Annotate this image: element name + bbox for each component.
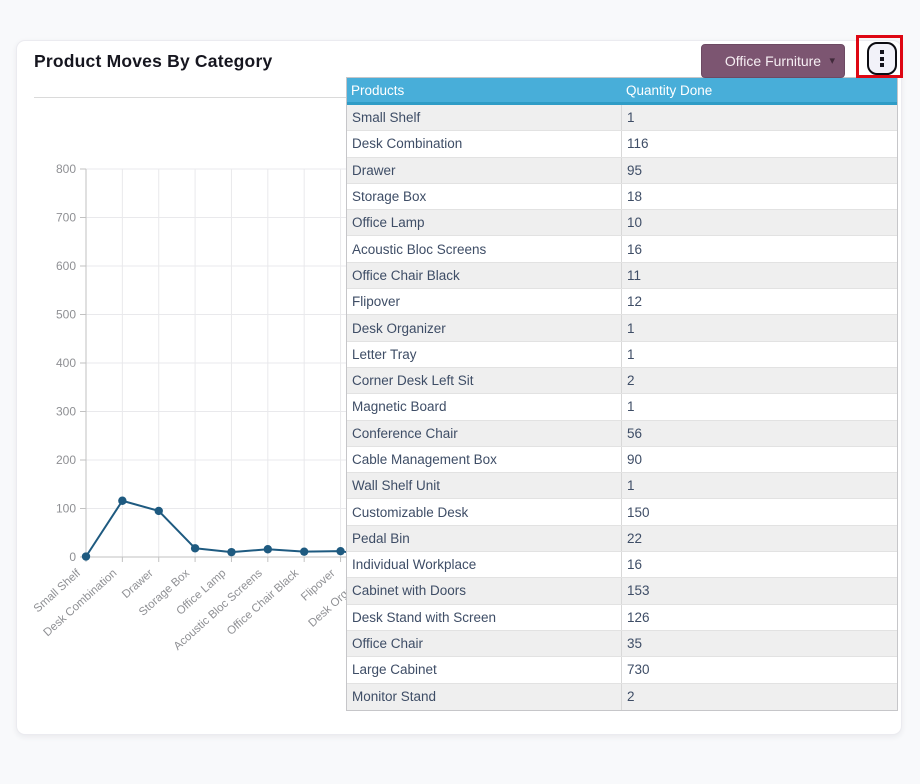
table-row: Wall Shelf Unit 1: [347, 473, 897, 500]
quantity-cell: 1: [627, 478, 635, 494]
chevron-down-icon: ▾: [829, 54, 835, 67]
quantity-cell: 18: [627, 189, 643, 205]
quantity-cell: 150: [627, 504, 650, 520]
product-cell: Magnetic Board: [347, 394, 622, 420]
product-cell: Corner Desk Left Sit: [347, 367, 622, 394]
page-title: Product Moves By Category: [34, 51, 273, 71]
table-row: Monitor Stand 2: [347, 683, 897, 710]
product-cell: Large Cabinet: [347, 657, 622, 683]
product-cell: Cabinet with Doors: [347, 578, 622, 604]
quantity-cell: 56: [627, 425, 643, 441]
product-cell: Monitor Stand: [347, 683, 622, 710]
quantity-cell: 1: [627, 110, 635, 126]
product-cell: Customizable Desk: [347, 499, 622, 525]
quantity-cell: 10: [627, 215, 643, 231]
quantity-cell: 22: [627, 530, 643, 546]
product-cell: Pedal Bin: [347, 525, 622, 552]
product-cell: Wall Shelf Unit: [347, 473, 622, 499]
table-row: Letter Tray 1: [347, 341, 897, 368]
product-cell: Desk Combination: [347, 131, 622, 157]
dashboard-card: Product Moves By Category 0 100 200 300 400 5…: [16, 40, 902, 735]
svg-text:400: 400: [56, 356, 76, 370]
table-row: Magnetic Board 1: [347, 394, 897, 421]
kebab-menu-button[interactable]: [867, 42, 897, 75]
product-cell: Acoustic Bloc Screens: [347, 236, 622, 262]
quantity-cell: 16: [627, 557, 643, 573]
table-row: Small Shelf 1: [347, 105, 897, 132]
table-row: Flipover 12: [347, 289, 897, 316]
table-row: Office Chair 35: [347, 630, 897, 658]
table-row: Corner Desk Left Sit 2: [347, 367, 897, 395]
svg-text:200: 200: [56, 453, 76, 467]
quantity-cell: 11: [627, 267, 642, 283]
quantity-cell: 2: [627, 689, 635, 705]
svg-text:800: 800: [56, 162, 76, 176]
table-header-row: Products Quantity Done: [347, 78, 897, 105]
table-row: Cabinet with Doors 153: [347, 578, 897, 605]
table-row: Desk Combination 116: [347, 131, 897, 158]
product-cell: Small Shelf: [347, 105, 622, 131]
svg-text:700: 700: [56, 211, 76, 225]
quantity-cell: 1: [627, 320, 635, 336]
table-row: Cable Management Box 90: [347, 446, 897, 474]
category-filter-label: Office Furniture: [724, 53, 822, 69]
table-body: Small Shelf 1 Desk Combination 116 Drawer 95 S…: [347, 105, 897, 710]
table-row: Drawer 95: [347, 157, 897, 184]
svg-text:500: 500: [56, 308, 76, 322]
table-header-quantity-done: Quantity Done: [626, 82, 713, 98]
quantity-cell: 126: [627, 609, 650, 625]
chart-data-table: Products Quantity Done Small Shelf 1 Desk …: [346, 77, 898, 711]
product-cell: Individual Workplace: [347, 552, 622, 578]
category-filter-button[interactable]: Office Furniture ▾: [701, 44, 845, 78]
svg-text:0: 0: [69, 550, 76, 564]
table-row: Pedal Bin 22: [347, 525, 897, 553]
quantity-cell: 1: [627, 346, 635, 362]
table-row: Large Cabinet 730: [347, 657, 897, 684]
product-cell: Office Lamp: [347, 210, 622, 236]
table-row: Office Lamp 10: [347, 210, 897, 237]
table-header-products: Products: [351, 82, 405, 98]
table-row: Desk Organizer 1: [347, 315, 897, 342]
table-row: Customizable Desk 150: [347, 499, 897, 526]
product-cell: Storage Box: [347, 183, 622, 210]
product-cell: Desk Organizer: [347, 315, 622, 341]
product-cell: Conference Chair: [347, 420, 622, 446]
product-cell: Drawer: [347, 157, 622, 183]
product-cell: Office Chair Black: [347, 262, 622, 289]
quantity-cell: 1: [627, 399, 635, 415]
quantity-cell: 12: [627, 294, 643, 310]
quantity-cell: 730: [627, 662, 650, 678]
product-cell: Cable Management Box: [347, 446, 622, 473]
quantity-cell: 95: [627, 162, 643, 178]
quantity-cell: 116: [627, 136, 649, 152]
quantity-cell: 90: [627, 452, 643, 467]
quantity-cell: 153: [627, 583, 650, 599]
svg-text:Drawer: Drawer: [120, 567, 156, 601]
table-row: Office Chair Black 11: [347, 262, 897, 290]
table-row: Desk Stand with Screen 126: [347, 604, 897, 631]
product-cell: Desk Stand with Screen: [347, 604, 622, 630]
table-row: Acoustic Bloc Screens 16: [347, 236, 897, 263]
table-row: Individual Workplace 16: [347, 552, 897, 579]
quantity-cell: 35: [627, 636, 643, 652]
product-cell: Letter Tray: [347, 341, 622, 367]
table-row: Storage Box 18: [347, 183, 897, 211]
svg-text:300: 300: [56, 405, 76, 419]
product-cell: Office Chair: [347, 630, 622, 657]
product-cell: Flipover: [347, 289, 622, 315]
svg-text:600: 600: [56, 259, 76, 273]
quantity-cell: 16: [627, 241, 643, 257]
quantity-cell: 2: [627, 373, 635, 389]
svg-text:100: 100: [56, 502, 76, 516]
table-row: Conference Chair 56: [347, 420, 897, 447]
